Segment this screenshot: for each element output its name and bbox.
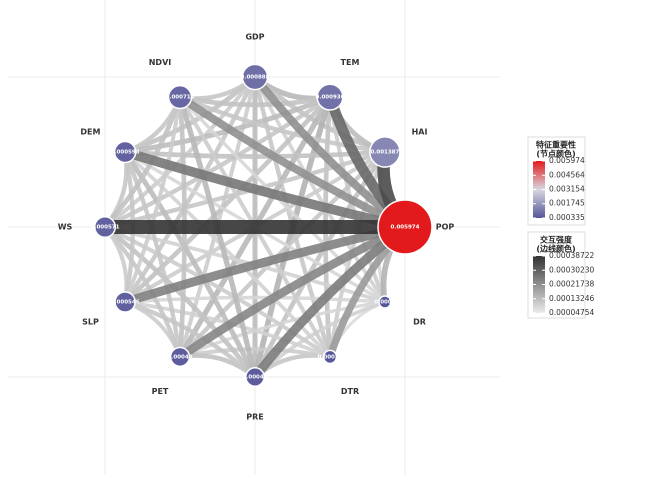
node <box>241 63 269 91</box>
edge <box>122 149 183 360</box>
edge <box>123 95 183 305</box>
edge <box>123 150 332 359</box>
node <box>93 215 117 239</box>
node <box>322 349 338 365</box>
node-label: DTR <box>341 387 359 396</box>
edge <box>177 149 388 360</box>
node-label: DR <box>413 318 426 327</box>
legend-title: (边线颜色) <box>536 244 575 254</box>
legend-title: (节点颜色) <box>536 149 575 159</box>
legend-title: 特征重要性 <box>536 140 576 150</box>
edge <box>252 94 333 380</box>
node <box>245 367 265 387</box>
node-label: TEM <box>341 58 360 67</box>
node-label: POP <box>436 223 455 232</box>
node <box>369 136 401 168</box>
edge <box>120 147 410 232</box>
node-value-label: 0.000571 <box>91 225 120 231</box>
node-value-label: 0.000888 <box>241 75 270 81</box>
legend-tick-label: 0.000335 <box>549 213 585 222</box>
legend-tick-label: 0.001745 <box>549 199 585 208</box>
edge <box>177 74 258 359</box>
edge <box>120 222 410 307</box>
edge <box>178 95 387 304</box>
node-label: HAI <box>412 128 428 137</box>
edge <box>102 149 388 230</box>
nodes: 0.000888 GDP 0.000936 TEM 0.001387 HAI 0.00597… <box>58 33 455 422</box>
node <box>316 83 344 111</box>
node-value-label: 0.00033 <box>317 354 342 360</box>
edge <box>103 225 387 304</box>
edge <box>177 94 258 380</box>
node-label: DEM <box>80 128 100 137</box>
node-value-label: 0.00046 <box>242 375 267 381</box>
node-value-label: 0.00048 <box>167 354 192 360</box>
node-value-label: 0.000546 <box>111 300 140 306</box>
legend-tick-label: 0.00021738 <box>549 280 595 289</box>
node-value-label: 0.005974 <box>391 225 420 231</box>
node <box>167 84 193 110</box>
legend-title: 交互强度 <box>540 235 573 245</box>
edge <box>176 93 409 231</box>
node <box>378 295 392 309</box>
node-label: NDVI <box>149 58 172 67</box>
node-value-label: 0.000598 <box>111 150 140 156</box>
node-value-label: 0.001387 <box>370 150 399 156</box>
node-label: PET <box>152 387 169 396</box>
legend-tick-label: 0.00030230 <box>549 265 595 274</box>
edge <box>177 94 388 155</box>
legend-tick-label: 0.00013246 <box>549 294 595 303</box>
node-label: GDP <box>245 33 264 42</box>
legend-tick-label: 0.004564 <box>549 170 585 179</box>
node <box>169 346 191 368</box>
edge <box>175 222 410 362</box>
node <box>114 291 136 313</box>
node-value-label: 0.0003 <box>374 300 395 306</box>
node <box>113 140 137 164</box>
legend-tick-label: 0.005974 <box>549 156 585 165</box>
node-value-label: 0.000936 <box>316 95 345 101</box>
edge <box>122 94 333 305</box>
edges <box>98 73 412 382</box>
legend-tick-label: 0.00004754 <box>549 308 595 317</box>
legend: 特征重要性 (节点颜色) 交互强度 (边线颜色) 0.005974 0.00456… <box>527 136 595 319</box>
node-label: WS <box>58 223 73 232</box>
legend-tick-label: 0.00038722 <box>549 251 595 260</box>
legend-tick-label: 0.003154 <box>549 185 585 194</box>
node-label: PRE <box>246 413 264 422</box>
node-value-label: 0.000714 <box>166 95 195 101</box>
edge <box>252 74 333 360</box>
node-label: SLP <box>82 318 99 327</box>
node <box>377 199 433 255</box>
edge <box>177 94 333 108</box>
